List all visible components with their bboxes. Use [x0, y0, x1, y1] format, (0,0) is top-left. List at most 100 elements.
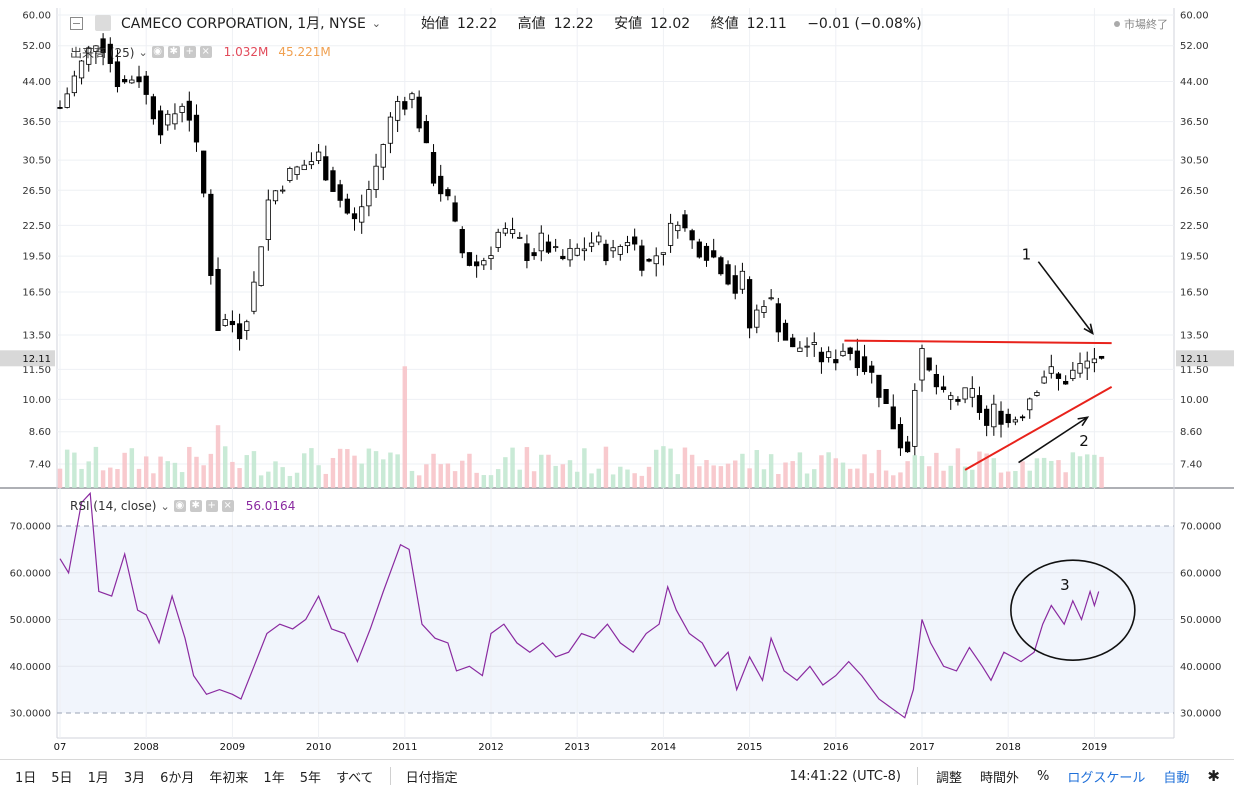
rsi-label[interactable]: RSI (14, close) [70, 499, 157, 513]
collapse-icon[interactable] [70, 16, 83, 30]
range-3m[interactable]: 3月 [123, 770, 146, 786]
volume-bar [539, 454, 544, 488]
volume-label[interactable]: 出来高 (25) [70, 45, 135, 60]
close-icon[interactable]: × [199, 46, 212, 58]
rsi-value: 56.0164 [245, 499, 296, 513]
clock-readout[interactable]: 14:41:22 (UTC-8) [789, 768, 901, 784]
chart-svg[interactable]: 7.40 7.40 8.60 8.60 10.00 10.00 11.50 11.50 13.5… [0, 0, 1234, 760]
candle-body [258, 246, 264, 286]
candle-body [1063, 380, 1069, 385]
candle-body [711, 250, 717, 258]
eye-icon[interactable]: ◉ [173, 500, 186, 512]
candle-body [64, 93, 70, 108]
candle-body [215, 268, 221, 331]
eye-icon[interactable]: ◉ [151, 46, 164, 58]
auto-scale-button[interactable]: 自動 [1163, 770, 1190, 786]
range-5d[interactable]: 5日 [51, 770, 73, 786]
percent-button[interactable]: % [1037, 768, 1050, 784]
volume-bar [804, 473, 810, 488]
range-all[interactable]: すべて [335, 770, 374, 786]
bottom-toolbar: 1日 5日 1月 3月 6か月 年初来 1年 5年 すべて 日付指定 14:41… [0, 759, 1234, 792]
volume-bar [797, 452, 803, 488]
price-tick-label-right: 22.50 [1180, 221, 1209, 232]
log-scale-button[interactable]: ログスケール [1067, 770, 1146, 786]
volume-bar [776, 473, 781, 488]
range-6m[interactable]: 6か月 [160, 770, 195, 786]
price-tick-label-left: 26.50 [22, 186, 51, 197]
candle-body [596, 235, 602, 243]
candle-body [100, 38, 106, 53]
chevron-down-icon[interactable]: ⌄ [160, 499, 170, 513]
volume-bar [1027, 470, 1032, 488]
volume-bar [912, 455, 918, 488]
extended-hours-button[interactable]: 時間外 [980, 770, 1020, 786]
time-tick-label: 2012 [478, 742, 503, 753]
candle-body [86, 47, 92, 65]
candle-body [940, 386, 947, 390]
candle-body [380, 144, 386, 168]
volume-bar [560, 464, 566, 488]
ohlc-values: 始値 12.22 高値 12.22 安値 12.02 終値 12.11 −0.01 (−… [421, 16, 922, 32]
range-ytd[interactable]: 年初来 [209, 770, 249, 786]
candle-body [438, 175, 444, 195]
range-1d[interactable]: 1日 [15, 770, 37, 786]
volume-legend: 出来高 (25) ⌄ ◉ ✱ + × 1.032M 45.221M [70, 42, 331, 62]
volume-bar [158, 456, 163, 488]
price-tick-label-right: 10.00 [1180, 395, 1209, 406]
candle-body [244, 321, 250, 331]
candle-body [236, 323, 243, 340]
price-tick-label-left: 7.40 [29, 459, 51, 470]
candle-body [955, 398, 961, 402]
candle-body [610, 247, 616, 252]
toolbar-divider [917, 767, 918, 785]
volume-bar [388, 452, 393, 488]
volume-bar [143, 456, 149, 488]
candle-body [337, 184, 343, 201]
gear-icon[interactable]: ✱ [1207, 767, 1220, 785]
plus-icon[interactable]: + [205, 500, 218, 512]
volume-bar [553, 465, 558, 488]
candle-body [825, 351, 832, 358]
toolbar-divider [389, 767, 391, 785]
price-tick-label-left: 16.50 [22, 287, 51, 298]
volume-bar [725, 463, 731, 488]
gear-icon[interactable]: ✱ [167, 46, 180, 58]
range-1m[interactable]: 1月 [87, 770, 109, 786]
volume-bar [962, 466, 968, 488]
volume-bar [86, 461, 91, 488]
candle-body [351, 213, 358, 220]
price-tick-label-right: 36.50 [1180, 117, 1209, 128]
volume-bar [977, 451, 982, 488]
plus-icon[interactable]: + [183, 46, 196, 58]
candle-body [488, 255, 494, 260]
candle-body [1091, 358, 1098, 364]
price-tick-label-right: 7.40 [1180, 459, 1202, 470]
status-dot-icon [1114, 21, 1120, 27]
volume-bar [926, 466, 932, 488]
time-tick-label: 2015 [737, 742, 762, 753]
candle-body [912, 389, 918, 447]
candle-body [883, 389, 889, 405]
adjust-button[interactable]: 調整 [936, 770, 963, 786]
candle-body [646, 258, 652, 262]
candle-body [905, 441, 911, 453]
candle-body [1048, 366, 1054, 374]
range-5y[interactable]: 5年 [299, 770, 321, 786]
volume-bar [1092, 454, 1097, 488]
date-range-button[interactable]: 日付指定 [405, 770, 458, 786]
chevron-down-icon[interactable]: ⌄ [138, 45, 148, 59]
volume-bar [1077, 456, 1083, 488]
volume-bar [574, 471, 580, 488]
time-tick-label: 2010 [306, 742, 331, 753]
volume-bar [230, 461, 235, 488]
candle-body [660, 252, 667, 255]
chevron-down-icon[interactable]: ⌄ [371, 16, 382, 30]
symbol-title[interactable]: CAMECO CORPORATION, 1月, NYSE [121, 16, 366, 32]
gear-icon[interactable]: ✱ [189, 500, 202, 512]
candle-body [624, 242, 631, 247]
volume-bar [136, 468, 142, 488]
range-1y[interactable]: 1年 [263, 770, 285, 786]
close-icon[interactable]: × [221, 500, 234, 512]
candle-body [675, 224, 681, 232]
